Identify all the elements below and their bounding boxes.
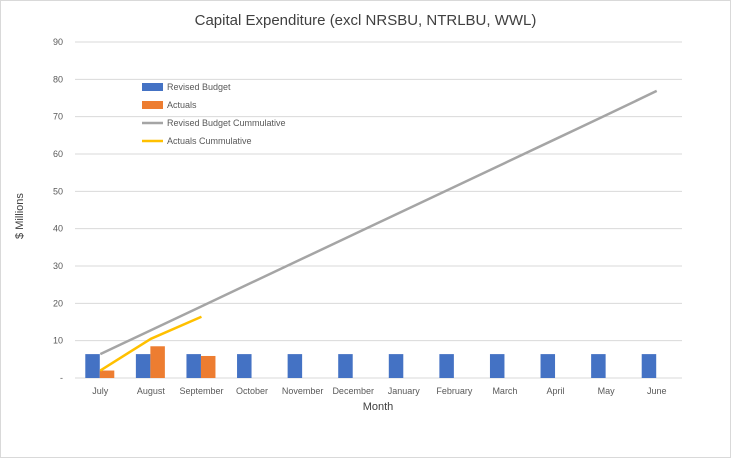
- y-tick-label: 70: [53, 112, 63, 122]
- chart-title: Capital Expenditure (excl NRSBU, NTRLBU,…: [194, 12, 537, 29]
- bar: [150, 346, 165, 378]
- bar: [237, 354, 252, 378]
- legend-swatch: [142, 101, 163, 109]
- bar: [641, 354, 657, 378]
- x-tick-label: December: [332, 386, 374, 396]
- x-tick-label: October: [236, 386, 268, 396]
- x-tick-label: June: [647, 386, 667, 396]
- y-tick-label: 80: [53, 74, 63, 84]
- y-tick-label: 90: [53, 37, 63, 47]
- x-tick-label: February: [436, 386, 473, 396]
- y-tick-label: 60: [53, 149, 63, 159]
- legend-swatch: [142, 83, 163, 91]
- y-tick-label: -: [60, 373, 63, 383]
- y-tick-label: 40: [53, 224, 63, 234]
- y-tick-label: 50: [53, 186, 63, 196]
- legend-label: Actuals Cummulative: [167, 136, 252, 146]
- x-tick-label: April: [547, 386, 565, 396]
- bar: [489, 354, 505, 378]
- bar: [85, 354, 100, 378]
- x-tick-label: March: [492, 386, 517, 396]
- bar: [186, 354, 201, 378]
- legend-label: Revised Budget: [167, 82, 231, 92]
- y-tick-label: 20: [53, 298, 63, 308]
- series-line: [99, 315, 202, 372]
- y-tick-label: 30: [53, 261, 63, 271]
- bar: [200, 355, 216, 378]
- x-axis-label: Month: [362, 401, 394, 413]
- x-tick-label: May: [598, 386, 616, 396]
- x-tick-label: August: [137, 386, 166, 396]
- y-tick-label: 10: [53, 336, 63, 346]
- x-tick-label: September: [179, 386, 223, 396]
- bar: [135, 354, 151, 378]
- x-tick-label: November: [282, 386, 324, 396]
- bar: [99, 370, 115, 378]
- bar: [388, 354, 404, 378]
- series-line: [99, 89, 658, 356]
- x-tick-label: July: [92, 386, 109, 396]
- bar: [540, 354, 556, 378]
- bar: [591, 354, 606, 378]
- x-tick-label: January: [388, 386, 421, 396]
- bar: [439, 354, 454, 378]
- bar: [287, 354, 303, 378]
- legend-label: Revised Budget Cummulative: [167, 118, 286, 128]
- legend-label: Actuals: [167, 100, 197, 110]
- bar: [338, 354, 353, 378]
